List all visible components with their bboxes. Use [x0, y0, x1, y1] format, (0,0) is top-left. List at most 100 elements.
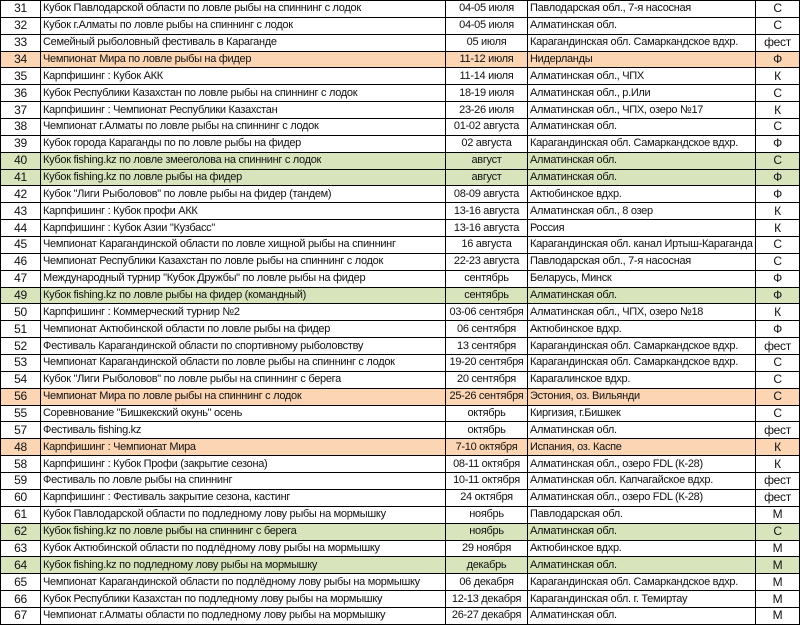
event-type-cell[interactable]: фест [755, 472, 800, 490]
event-type-cell[interactable]: Ф [755, 134, 800, 153]
event-name-cell[interactable]: Международный турнир "Кубок Дружбы" по л… [40, 269, 446, 288]
event-date-cell[interactable]: 24 октября [445, 488, 528, 507]
event-type-cell[interactable]: С [755, 370, 800, 389]
event-location-cell[interactable]: Киргизия, г.Бишкек [527, 404, 756, 423]
event-type-cell[interactable]: С [755, 0, 800, 18]
event-location-cell[interactable]: Карагалинское вдхр. [527, 370, 756, 389]
event-date-cell[interactable]: 19-20 сентября [445, 354, 528, 372]
row-number-cell[interactable]: 57 [0, 421, 41, 440]
row-number-cell[interactable]: 48 [0, 438, 41, 457]
event-date-cell[interactable]: декабрь [445, 556, 528, 575]
event-date-cell[interactable]: 03-06 сентября [445, 303, 528, 322]
event-name-cell[interactable]: Карпфишинг : Кубок Азии "Кузбасс" [40, 219, 446, 238]
event-type-cell[interactable]: М [755, 539, 800, 558]
event-name-cell[interactable]: Карпфишинг : Кубок АКК [40, 67, 446, 86]
event-type-cell[interactable]: М [755, 556, 800, 575]
event-name-cell[interactable]: Кубок Павлодарской области по ловле рыбы… [40, 0, 446, 18]
event-date-cell[interactable]: август [445, 168, 528, 187]
row-number-cell[interactable]: 43 [0, 202, 41, 221]
event-name-cell[interactable]: Кубок fishing.kz по ловле змееголова на … [40, 151, 446, 170]
event-date-cell[interactable]: 11-12 июля [445, 50, 528, 69]
event-type-cell[interactable]: М [755, 505, 800, 524]
event-location-cell[interactable]: Алматинская обл. [527, 606, 756, 625]
event-date-cell[interactable]: 02 августа [445, 134, 528, 153]
event-type-cell[interactable]: Ф [755, 185, 800, 204]
row-number-cell[interactable]: 55 [0, 404, 41, 423]
event-date-cell[interactable]: 08-09 августа [445, 185, 528, 204]
event-location-cell[interactable]: Эстония, оз. Вильянди [527, 387, 756, 406]
event-type-cell[interactable]: Ф [755, 286, 800, 305]
event-name-cell[interactable]: Карпфишинг : Фестиваль закрытие сезона, … [40, 488, 446, 507]
event-type-cell[interactable]: К [755, 303, 800, 322]
event-type-cell[interactable]: Ф [755, 50, 800, 69]
row-number-cell[interactable]: 53 [0, 354, 41, 372]
row-number-cell[interactable]: 66 [0, 590, 41, 608]
event-location-cell[interactable]: Алматинская обл., озеро FDL (К-28) [527, 455, 756, 474]
event-date-cell[interactable]: 23-26 июля [445, 101, 528, 120]
event-name-cell[interactable]: Чемпионат Карагандинской области по ловл… [40, 354, 446, 372]
event-date-cell[interactable]: 20 сентября [445, 370, 528, 389]
event-location-cell[interactable]: Карагандинская обл. г. Темиртау [527, 590, 756, 608]
row-number-cell[interactable]: 54 [0, 370, 41, 389]
row-number-cell[interactable]: 62 [0, 522, 41, 541]
row-number-cell[interactable]: 56 [0, 387, 41, 406]
event-type-cell[interactable]: С [755, 118, 800, 136]
event-date-cell[interactable]: сентябрь [445, 286, 528, 305]
event-name-cell[interactable]: Соревнование "Бишкекский окунь" осень [40, 404, 446, 423]
event-date-cell[interactable]: 25-26 сентября [445, 387, 528, 406]
event-date-cell[interactable]: 10-11 октября [445, 472, 528, 490]
event-name-cell[interactable]: Чемпионат Актюбинской области по ловле р… [40, 320, 446, 339]
event-location-cell[interactable]: Алматинская обл. [527, 286, 756, 305]
row-number-cell[interactable]: 49 [0, 286, 41, 305]
event-name-cell[interactable]: Кубок г.Алматы по ловле рыбы на спиннинг… [40, 16, 446, 35]
event-location-cell[interactable]: Карагандинская обл. Самаркандское вдхр. [527, 33, 756, 52]
event-type-cell[interactable]: К [755, 219, 800, 238]
event-name-cell[interactable]: Кубок fishing.kz по ловле рыбы на фидер … [40, 286, 446, 305]
event-date-cell[interactable]: 06 сентября [445, 320, 528, 339]
event-type-cell[interactable]: М [755, 590, 800, 608]
event-location-cell[interactable]: Алматинская обл., озеро FDL (К-28) [527, 488, 756, 507]
event-type-cell[interactable]: К [755, 455, 800, 474]
event-date-cell[interactable]: 04-05 июля [445, 16, 528, 35]
event-name-cell[interactable]: Фестиваль fishing.kz [40, 421, 446, 440]
event-name-cell[interactable]: Карпфишинг : Коммерческий турнир №2 [40, 303, 446, 322]
row-number-cell[interactable]: 51 [0, 320, 41, 339]
event-type-cell[interactable]: К [755, 438, 800, 457]
event-type-cell[interactable]: фест [755, 421, 800, 440]
event-name-cell[interactable]: Семейный рыболовный фестиваль в Караганд… [40, 33, 446, 52]
event-type-cell[interactable]: С [755, 151, 800, 170]
event-type-cell[interactable]: Ф [755, 168, 800, 187]
event-location-cell[interactable]: Карагандинская обл. канал Иртыш-Караганд… [527, 236, 756, 254]
event-date-cell[interactable]: 13 сентября [445, 337, 528, 356]
row-number-cell[interactable]: 63 [0, 539, 41, 558]
row-number-cell[interactable]: 60 [0, 488, 41, 507]
event-name-cell[interactable]: Карпфишинг : Чемпионат Мира [40, 438, 446, 457]
event-type-cell[interactable]: С [755, 84, 800, 103]
event-location-cell[interactable]: Алматинская обл. [527, 151, 756, 170]
event-type-cell[interactable]: С [755, 522, 800, 541]
event-location-cell[interactable]: Алматинская обл. [527, 556, 756, 575]
event-type-cell[interactable]: К [755, 67, 800, 86]
row-number-cell[interactable]: 46 [0, 252, 41, 271]
event-date-cell[interactable]: ноябрь [445, 522, 528, 541]
row-number-cell[interactable]: 33 [0, 33, 41, 52]
row-number-cell[interactable]: 34 [0, 50, 41, 69]
event-date-cell[interactable]: 13-16 августа [445, 219, 528, 238]
event-type-cell[interactable]: Ф [755, 320, 800, 339]
row-number-cell[interactable]: 52 [0, 337, 41, 356]
row-number-cell[interactable]: 47 [0, 269, 41, 288]
event-date-cell[interactable]: 05 июля [445, 33, 528, 52]
event-location-cell[interactable]: Актюбинское вдхр. [527, 320, 756, 339]
event-name-cell[interactable]: Кубок Республики Казахстан по подледному… [40, 590, 446, 608]
event-location-cell[interactable]: Алматинская обл. [527, 421, 756, 440]
event-name-cell[interactable]: Кубок Республики Казахстан по ловле рыбы… [40, 84, 446, 103]
event-location-cell[interactable]: Павлодарская обл., 7-я насосная [527, 0, 756, 18]
event-name-cell[interactable]: Кубок Актюбинской области по подлёдному … [40, 539, 446, 558]
event-date-cell[interactable]: 11-14 июля [445, 67, 528, 86]
event-name-cell[interactable]: Карпфишинг : Кубок профи АКК [40, 202, 446, 221]
event-location-cell[interactable]: Павлодарская обл. [527, 505, 756, 524]
event-location-cell[interactable]: Испания, оз. Каспе [527, 438, 756, 457]
event-date-cell[interactable]: октябрь [445, 421, 528, 440]
event-location-cell[interactable]: Алматинская обл., ЧПХ, озеро №18 [527, 303, 756, 322]
event-location-cell[interactable]: Актюбинское вдхр. [527, 539, 756, 558]
